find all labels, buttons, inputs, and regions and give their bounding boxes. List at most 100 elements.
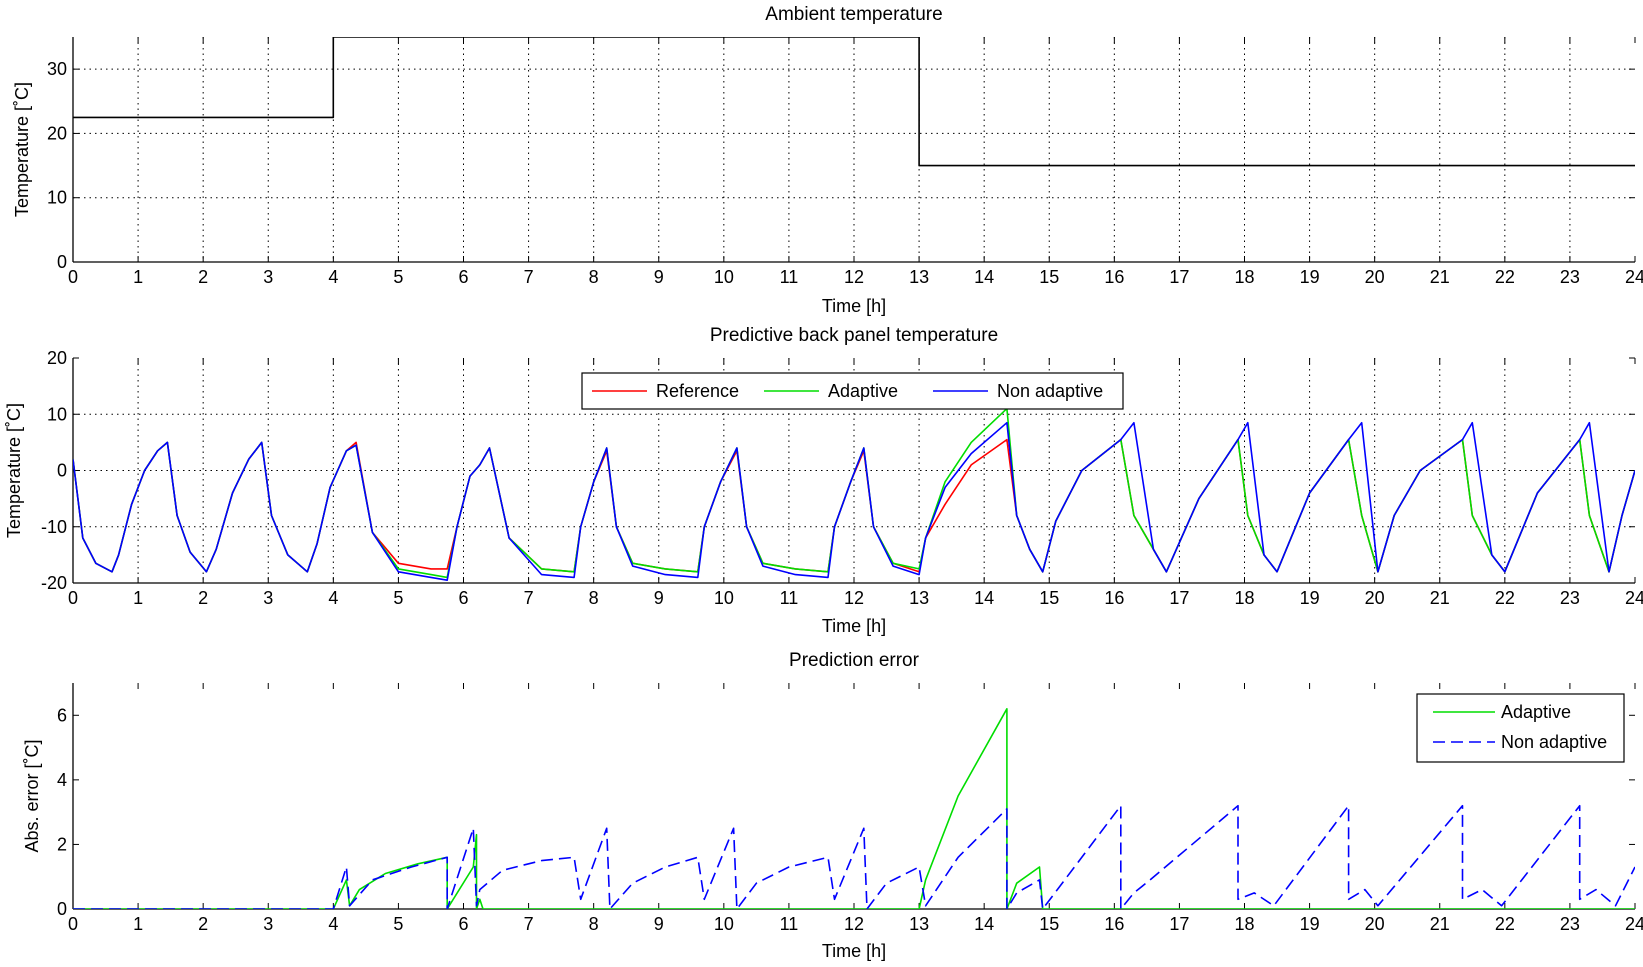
subplot-title: Prediction error: [789, 650, 920, 671]
x-tick-label: 4: [328, 267, 338, 287]
y-tick-label: 30: [47, 59, 67, 79]
x-tick-label: 10: [714, 267, 734, 287]
legend-label: Non adaptive: [1501, 732, 1607, 752]
x-tick-label: 4: [328, 914, 338, 934]
y-tick-label: 6: [57, 705, 67, 725]
x-tick-label: 5: [393, 267, 403, 287]
y-tick-label: -10: [41, 517, 67, 537]
y-axis-label: Temperature [˚C]: [12, 82, 32, 217]
x-tick-label: 16: [1104, 588, 1124, 608]
y-tick-label: 10: [47, 188, 67, 208]
x-tick-label: 1: [133, 267, 143, 287]
series-line-adaptive: [73, 707, 1635, 909]
x-tick-label: 21: [1430, 588, 1450, 608]
x-tick-label: 8: [589, 914, 599, 934]
x-tick-label: 20: [1365, 914, 1385, 934]
x-tick-label: 19: [1300, 267, 1320, 287]
x-tick-label: 23: [1560, 267, 1580, 287]
x-tick-label: 2: [198, 914, 208, 934]
series-line-non-adaptive: [73, 421, 1635, 582]
x-axis-label: Time [h]: [822, 616, 886, 636]
legend-box: [581, 372, 1124, 410]
x-tick-label: 12: [844, 914, 864, 934]
x-tick-label: 11: [780, 914, 799, 934]
legend-label: Non adaptive: [997, 381, 1103, 401]
legend-label: Adaptive: [828, 381, 898, 401]
x-tick-label: 17: [1169, 267, 1189, 287]
x-tick-label: 14: [974, 267, 994, 287]
y-tick-label: 10: [47, 404, 67, 424]
y-tick-label: 4: [57, 770, 67, 790]
x-tick-label: 15: [1039, 588, 1059, 608]
legend-label: Reference: [656, 381, 739, 401]
x-tick-label: 7: [524, 914, 534, 934]
x-tick-label: 15: [1039, 267, 1059, 287]
x-tick-label: 13: [909, 914, 929, 934]
x-tick-label: 24: [1625, 914, 1643, 934]
y-tick-label: 0: [57, 461, 67, 481]
x-tick-label: 20: [1365, 267, 1385, 287]
y-axis-label: Temperature [˚C]: [4, 403, 24, 538]
x-axis-label: Time [h]: [822, 941, 886, 961]
x-tick-label: 1: [133, 914, 143, 934]
legend-label: Adaptive: [1501, 702, 1571, 722]
x-tick-label: 4: [328, 588, 338, 608]
y-axis-label: Abs. error [˚C]: [22, 739, 42, 852]
series-line-adaptive: [73, 407, 1635, 579]
x-tick-label: 24: [1625, 588, 1643, 608]
x-tick-label: 11: [780, 267, 799, 287]
series-line-non-adaptive: [73, 804, 1635, 909]
x-tick-label: 3: [263, 588, 273, 608]
legend-box: [1416, 693, 1625, 763]
x-tick-label: 23: [1560, 914, 1580, 934]
x-tick-label: 20: [1365, 588, 1385, 608]
x-tick-label: 10: [714, 588, 734, 608]
y-tick-label: 0: [57, 252, 67, 272]
x-tick-label: 5: [393, 914, 403, 934]
x-tick-label: 16: [1104, 914, 1124, 934]
x-tick-label: 16: [1104, 267, 1124, 287]
x-tick-label: 1: [133, 588, 143, 608]
x-tick-label: 18: [1234, 267, 1254, 287]
x-tick-label: 0: [68, 267, 78, 287]
x-tick-label: 13: [909, 267, 929, 287]
x-tick-label: 18: [1234, 588, 1254, 608]
x-tick-label: 3: [263, 914, 273, 934]
x-tick-label: 10: [714, 914, 734, 934]
x-tick-label: 2: [198, 267, 208, 287]
x-tick-label: 9: [654, 588, 664, 608]
subplot-title: Predictive back panel temperature: [710, 325, 998, 346]
x-tick-label: 8: [589, 588, 599, 608]
x-tick-label: 6: [458, 588, 468, 608]
x-tick-label: 7: [524, 267, 534, 287]
x-tick-label: 21: [1430, 267, 1450, 287]
x-tick-label: 12: [844, 267, 864, 287]
x-tick-label: 14: [974, 914, 994, 934]
x-tick-label: 19: [1300, 588, 1320, 608]
y-tick-label: 20: [47, 123, 67, 143]
x-tick-label: 15: [1039, 914, 1059, 934]
x-tick-label: 12: [844, 588, 864, 608]
series-line-trace-0: [73, 37, 1635, 167]
x-tick-label: 9: [654, 267, 664, 287]
x-tick-label: 22: [1495, 267, 1515, 287]
x-axis-label: Time [h]: [822, 296, 886, 316]
legend: Reference Adaptive Non adaptive: [581, 372, 1124, 410]
x-tick-label: 5: [393, 588, 403, 608]
x-tick-label: 18: [1234, 914, 1254, 934]
x-tick-label: 22: [1495, 588, 1515, 608]
y-tick-label: 20: [47, 348, 67, 368]
y-tick-label: 2: [57, 834, 67, 854]
x-tick-label: 22: [1495, 914, 1515, 934]
x-tick-label: 7: [524, 588, 534, 608]
x-tick-label: 3: [263, 267, 273, 287]
legend: Adaptive Non adaptive: [1416, 693, 1625, 763]
x-tick-label: 8: [589, 267, 599, 287]
x-tick-label: 19: [1300, 914, 1320, 934]
x-tick-label: 9: [654, 914, 664, 934]
x-tick-label: 23: [1560, 588, 1580, 608]
x-tick-label: 2: [198, 588, 208, 608]
